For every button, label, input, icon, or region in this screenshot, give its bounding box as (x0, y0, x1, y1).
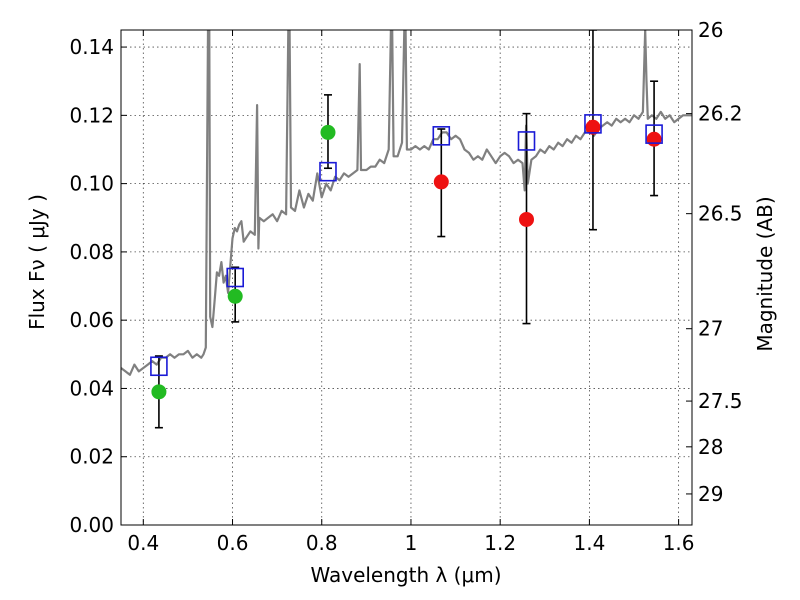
model-flux-square (226, 267, 244, 288)
x-axis-label: Wavelength λ (μm) (310, 563, 501, 587)
x-tick-label: 1.4 (573, 531, 605, 555)
model-flux-square (432, 126, 451, 146)
y-tick-label: 0.12 (69, 103, 114, 127)
model-spectrum-line (121, 30, 692, 376)
data-point (518, 211, 534, 227)
data-point (151, 384, 167, 400)
y-tick-label: 0.02 (69, 445, 114, 469)
right-tick-label: 26.2 (698, 102, 743, 126)
right-tick-label: 27 (698, 317, 723, 341)
y-tick-label: 0.04 (69, 376, 114, 400)
data-point (585, 119, 601, 135)
right-axis-label: Magnitude (AB) (753, 196, 777, 351)
y-tick-label: 0.08 (69, 240, 114, 264)
model-flux-square (517, 131, 536, 151)
plot-frame (120, 29, 693, 526)
x-tick-label: 1.2 (484, 531, 516, 555)
right-tick-label: 27.5 (698, 389, 743, 413)
y-tick-label: 0.10 (69, 172, 114, 196)
model-flux-square (584, 114, 602, 134)
model-flux-square (319, 161, 337, 182)
data-point (433, 174, 449, 190)
model-flux-square (645, 124, 663, 144)
right-tick-label: 26.5 (698, 202, 743, 226)
right-tick-label: 28 (698, 435, 723, 459)
data-point (227, 288, 243, 304)
x-tick-label: 0.4 (127, 531, 159, 555)
data-point (320, 124, 336, 140)
data-point (646, 131, 662, 147)
plot-area (121, 30, 692, 429)
right-tick-label: 29 (698, 482, 723, 506)
y-axis-label: Flux Fν ( μJy ) (25, 194, 49, 330)
y-tick-label: 0.14 (69, 35, 114, 59)
grid-layer (121, 30, 692, 526)
y-tick-label: 0.00 (69, 513, 114, 537)
x-tick-label: 0.8 (306, 531, 338, 555)
model-flux-square (150, 356, 168, 377)
y-tick-label: 0.06 (69, 308, 114, 332)
x-tick-label: 1 (405, 531, 418, 555)
x-tick-label: 0.6 (217, 531, 249, 555)
axis-ticks: 0.4 0.6 0.8 1 1.2 1.4 1.6 0.00 0.02 0.04 0.06 0.08 0… (69, 18, 742, 555)
x-tick-label: 1.6 (663, 531, 695, 555)
right-tick-label: 26 (698, 18, 723, 42)
